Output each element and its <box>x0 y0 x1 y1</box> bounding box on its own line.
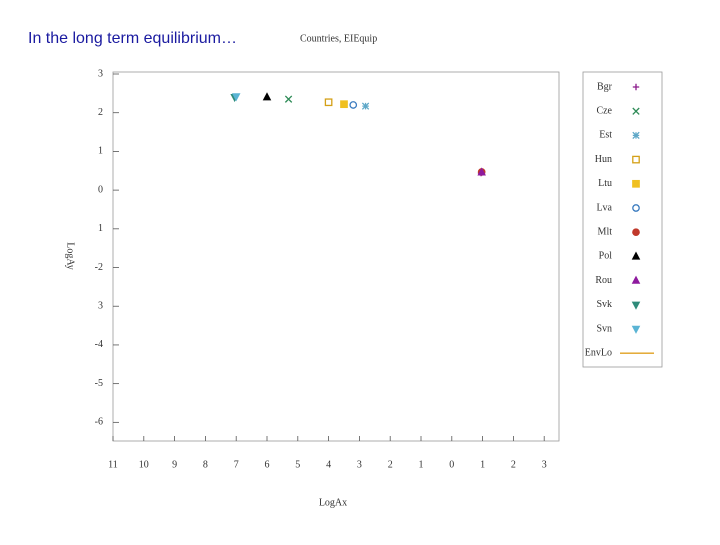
x-tick-label: 9 <box>172 459 177 470</box>
y-tick-label: -2 <box>95 262 103 273</box>
x-tick-label: 2 <box>388 459 393 470</box>
y-tick-label: 1 <box>98 146 103 157</box>
marker <box>361 102 370 110</box>
legend-label: Rou <box>595 275 612 286</box>
y-tick-label: -4 <box>95 339 103 350</box>
chart-title: Countries, EIEquip <box>300 33 377 44</box>
y-tick-label: 0 <box>98 184 103 195</box>
legend-marker <box>632 179 640 188</box>
marker <box>284 95 293 103</box>
legend-marker <box>632 228 640 237</box>
y-tick-label: 3 <box>98 68 103 79</box>
legend-marker <box>632 131 640 140</box>
marker <box>477 167 486 176</box>
legend-label: Cze <box>596 105 612 116</box>
legend-marker <box>632 107 640 115</box>
x-tick-label: 4 <box>326 459 331 470</box>
y-tick-label: 2 <box>98 107 103 118</box>
x-tick-label: 0 <box>449 459 454 470</box>
y-tick-label: 1 <box>98 223 103 234</box>
x-tick-label: 3 <box>357 459 362 470</box>
legend-label: Bgr <box>597 81 613 92</box>
marker <box>262 92 272 101</box>
legend-marker <box>632 155 640 164</box>
x-tick-label: 10 <box>139 459 149 470</box>
marker <box>231 93 241 102</box>
plot-frame <box>112 71 560 442</box>
x-tick-label: 2 <box>511 459 516 470</box>
legend-marker <box>631 301 641 310</box>
legend-label: EnvLo <box>585 347 612 358</box>
legend-label: Mlt <box>598 226 613 237</box>
legend-marker <box>631 275 641 284</box>
legend-label: Hun <box>595 154 612 165</box>
legend-label: Est <box>599 130 612 141</box>
legend-marker <box>632 83 640 91</box>
legend-label: Ltu <box>598 178 612 189</box>
marker <box>324 98 333 107</box>
x-tick-label: 3 <box>542 459 547 470</box>
x-tick-label: 11 <box>108 459 118 470</box>
legend-marker <box>631 325 641 334</box>
legend-label: Svn <box>596 323 612 334</box>
y-tick-label: 3 <box>98 301 103 312</box>
legend-label: Pol <box>599 251 613 262</box>
x-tick-label: 6 <box>265 459 270 470</box>
x-tick-label: 7 <box>234 459 239 470</box>
y-tick-label: -6 <box>95 417 103 428</box>
x-tick-label: 1 <box>419 459 424 470</box>
x-tick-label: 8 <box>203 459 208 470</box>
x-tick-label: 5 <box>295 459 300 470</box>
y-tick-label: -5 <box>95 378 103 389</box>
x-axis-label: LogAx <box>319 497 347 508</box>
x-tick-label: 1 <box>480 459 485 470</box>
legend-marker <box>631 251 641 260</box>
marker <box>349 101 358 109</box>
legend-label: Lva <box>596 202 612 213</box>
legend-marker <box>632 204 640 212</box>
legend-label: Svk <box>596 299 612 310</box>
slide-title: In the long term equilibrium… <box>28 30 237 47</box>
y-axis-label: LogAy <box>65 242 76 269</box>
legend-frame <box>582 71 663 368</box>
marker <box>340 100 348 109</box>
